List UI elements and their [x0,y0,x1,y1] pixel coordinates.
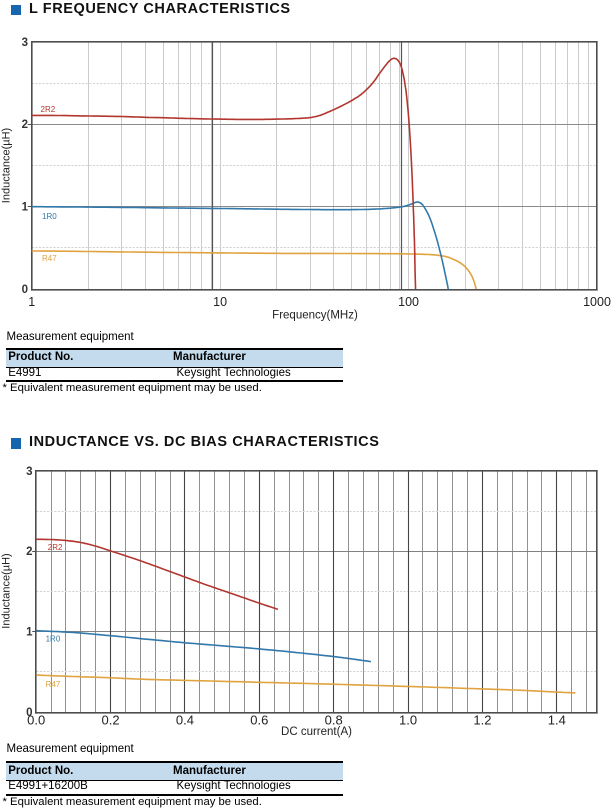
svg-text:3: 3 [22,37,28,49]
svg-text:2: 2 [26,546,32,558]
svg-text:0.4: 0.4 [176,713,194,728]
svg-text:0.2: 0.2 [102,713,120,728]
svg-text:Inductance(µH): Inductance(µH) [1,553,13,628]
svg-text:Inductance(µH): Inductance(µH) [1,128,13,203]
svg-text:1000: 1000 [583,295,611,309]
svg-text:1.0: 1.0 [399,713,417,728]
svg-text:Frequency(MHz): Frequency(MHz) [272,310,358,322]
svg-text:2R2: 2R2 [41,105,56,114]
svg-text:1: 1 [22,202,29,214]
svg-text:2: 2 [22,119,28,131]
svg-text:1: 1 [28,295,35,309]
svg-text:0.0: 0.0 [27,713,45,728]
svg-text:1R0: 1R0 [46,635,61,644]
svg-text:DC current(A): DC current(A) [281,726,352,738]
svg-text:1.2: 1.2 [473,713,491,728]
svg-text:10: 10 [213,295,227,309]
svg-text:0.8: 0.8 [325,713,343,728]
svg-text:0: 0 [22,284,28,296]
svg-text:1R0: 1R0 [42,212,57,221]
svg-text:R47: R47 [46,680,61,689]
svg-text:1: 1 [26,627,33,639]
svg-text:3: 3 [26,466,32,478]
svg-text:1.4: 1.4 [548,713,566,728]
svg-text:100: 100 [398,295,419,309]
svg-text:0: 0 [26,707,32,719]
svg-text:R47: R47 [42,254,57,263]
svg-text:0.6: 0.6 [250,713,268,728]
svg-text:2R2: 2R2 [48,543,63,552]
